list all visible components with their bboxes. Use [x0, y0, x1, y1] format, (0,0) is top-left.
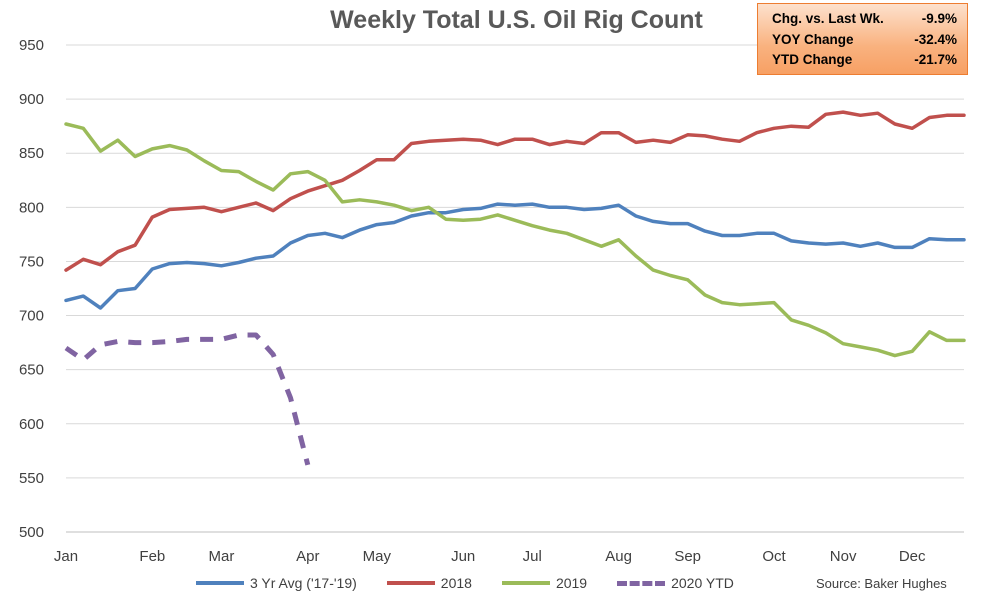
legend-item-2020-ytd: 2020 YTD — [617, 575, 734, 591]
legend-item-2019: 2019 — [501, 575, 588, 591]
y-axis: 500 550 600 650 700 750 800 850 900 950 — [19, 37, 44, 541]
y-tick-label: 600 — [19, 416, 44, 433]
series-line-2020-ytd — [64, 332, 311, 466]
y-tick-label: 950 — [19, 37, 44, 54]
y-tick-label: 650 — [19, 362, 44, 379]
series-line-2019 — [64, 122, 966, 358]
x-axis: Jan Feb Mar Apr May Jun Jul Aug Sep Oct Nov Dec — [54, 531, 964, 565]
stat-value: -9.9% — [921, 11, 957, 26]
chart-legend: 3 Yr Avg ('17-'19) 2018 2019 2020 YTD — [196, 573, 764, 593]
stat-label: YOY Change — [772, 31, 854, 47]
stat-value: -32.4% — [914, 31, 957, 47]
x-tick-label: Feb — [139, 548, 165, 565]
legend-swatch — [386, 581, 435, 585]
y-tick-label: 900 — [19, 91, 44, 108]
x-tick-label: May — [363, 548, 392, 565]
series-lines — [64, 110, 966, 466]
x-tick-label: Aug — [605, 548, 632, 565]
x-tick-label: Mar — [209, 548, 235, 565]
x-tick-label: Oct — [762, 548, 786, 565]
gridlines — [66, 44, 964, 533]
y-tick-label: 750 — [19, 253, 44, 270]
legend-swatch — [501, 581, 550, 585]
legend-item-2018: 2018 — [386, 575, 472, 591]
x-tick-label: Jul — [523, 548, 542, 565]
legend-label: 2020 YTD — [671, 575, 734, 591]
y-tick-label: 800 — [19, 199, 44, 216]
legend-label: 3 Yr Avg ('17-'19) — [250, 575, 357, 591]
series-line-2018 — [64, 110, 966, 272]
legend-item-3yr-avg: 3 Yr Avg ('17-'19) — [196, 575, 357, 591]
legend-label: 2018 — [440, 575, 472, 591]
stat-label: YTD Change — [772, 52, 853, 67]
chart-title: Weekly Total U.S. Oil Rig Count — [330, 6, 703, 34]
x-tick-label: Jan — [54, 548, 78, 565]
stat-label: Chg. vs. Last Wk. — [772, 11, 884, 26]
legend-swatch — [617, 580, 666, 586]
legend-label: 2019 — [555, 575, 588, 591]
legend-swatch — [196, 581, 244, 585]
x-tick-label: Nov — [830, 548, 857, 565]
stat-row-yoy: YOY Change -32.4% — [772, 30, 957, 51]
x-tick-label: Jun — [451, 548, 475, 565]
x-tick-label: Sep — [674, 548, 701, 565]
source-note: Source: Baker Hughes — [816, 576, 947, 591]
y-tick-label: 550 — [19, 470, 44, 487]
change-summary-box: Chg. vs. Last Wk. -9.9% YOY Change -32.4… — [757, 3, 968, 75]
stat-row-ytd: YTD Change -21.7% — [772, 50, 957, 71]
stat-row-weekly: Chg. vs. Last Wk. -9.9% — [772, 9, 957, 30]
y-tick-label: 850 — [19, 145, 44, 162]
x-tick-label: Apr — [296, 548, 319, 565]
series-line-3-yr-avg-17-19 — [64, 202, 966, 310]
x-tick-label: Dec — [899, 548, 926, 565]
y-tick-label: 700 — [19, 308, 44, 325]
stat-value: -21.7% — [914, 52, 957, 67]
y-tick-label: 500 — [19, 524, 44, 541]
